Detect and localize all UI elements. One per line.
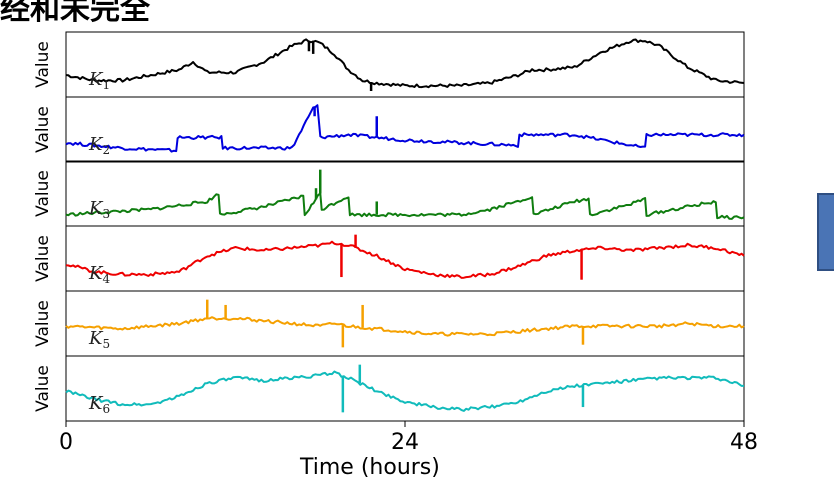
series-line-6 bbox=[65, 370, 744, 412]
panel-frame bbox=[65, 160, 745, 227]
panel-frame bbox=[65, 225, 745, 292]
series-line-5 bbox=[65, 316, 745, 337]
y-axis-label: Value bbox=[33, 41, 53, 88]
series-label: K2 bbox=[88, 134, 110, 157]
x-axis-label: Time (hours) bbox=[300, 455, 440, 480]
x-tick-label: 24 bbox=[391, 430, 419, 455]
series-label: K3 bbox=[88, 198, 110, 221]
series-label: K4 bbox=[88, 263, 110, 286]
panel-frame bbox=[65, 96, 745, 163]
series-line-1 bbox=[65, 38, 745, 89]
series-label: K1 bbox=[88, 69, 110, 92]
x-axis: 0 24 48 bbox=[59, 421, 758, 455]
series-line-3 bbox=[65, 192, 745, 220]
y-axis-label: Value bbox=[33, 300, 53, 347]
y-axis-label: Value bbox=[33, 365, 53, 412]
panel-5: Value K5 bbox=[33, 290, 745, 357]
panel-2: Value K2 bbox=[33, 96, 745, 163]
panel-4: Value K4 bbox=[33, 225, 745, 292]
series-label: K6 bbox=[88, 393, 110, 416]
x-tick-label: 0 bbox=[59, 430, 73, 455]
page-title: 经和未完全 bbox=[0, 0, 150, 27]
series-line-4 bbox=[65, 240, 745, 279]
panel-6: Value K6 bbox=[33, 355, 745, 422]
y-axis-label: Value bbox=[33, 106, 53, 153]
panel-frame bbox=[65, 355, 745, 422]
y-axis-label: Value bbox=[33, 235, 53, 282]
x-tick-label: 48 bbox=[730, 430, 758, 455]
side-decoration bbox=[817, 193, 834, 271]
panel-3: Value K3 bbox=[33, 160, 745, 227]
y-axis-label: Value bbox=[33, 170, 53, 217]
series-line-2 bbox=[65, 104, 745, 153]
panel-1: Value K1 bbox=[33, 31, 745, 98]
series-label: K5 bbox=[88, 328, 110, 351]
